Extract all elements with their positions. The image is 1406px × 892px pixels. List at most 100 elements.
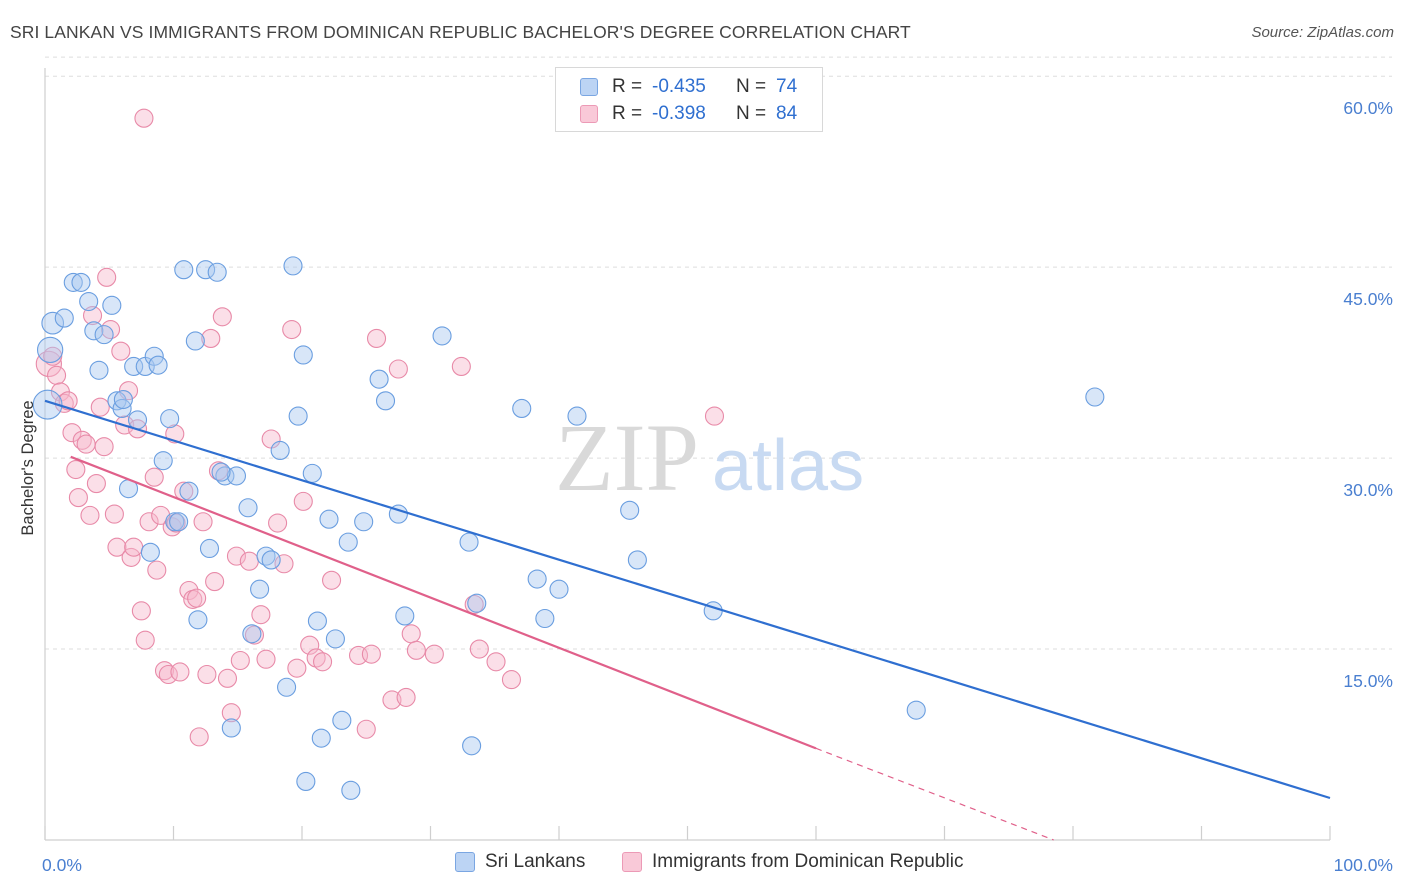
dominican-point <box>361 644 381 664</box>
dominican-point <box>131 601 151 621</box>
srilankan-point <box>94 325 114 345</box>
dominican-point <box>94 437 114 457</box>
dominican-point <box>111 341 131 361</box>
srilankan-point <box>256 546 276 566</box>
dominican-point <box>151 505 171 525</box>
legend-n-value: 74 <box>776 76 798 97</box>
dominican-point <box>239 551 259 571</box>
legend-n-label: N = <box>736 103 767 124</box>
srilankan-point <box>102 295 122 315</box>
legend-swatch-pink <box>580 105 598 123</box>
srilankan-point <box>63 272 83 292</box>
srilankan-point <box>467 593 487 613</box>
legend-item-srilankans[interactable]: Sri Lankans <box>455 851 585 873</box>
dominican-point <box>134 108 154 128</box>
dominican-point <box>47 365 67 385</box>
srilankan-point <box>215 466 235 486</box>
srilankan-point <box>41 311 65 335</box>
srilankan-point <box>627 550 647 570</box>
dominican-point <box>382 690 402 710</box>
srilankan-point <box>89 360 109 380</box>
watermark-atlas: atlas <box>712 426 864 506</box>
srilankan-point <box>148 355 168 375</box>
dominican-point <box>193 512 213 532</box>
srilankan-point <box>84 321 104 341</box>
srilankan-point <box>462 736 482 756</box>
srilankan-point <box>174 260 194 280</box>
legend-swatch-blue <box>455 852 475 872</box>
dominican-point <box>58 391 78 411</box>
dominican-point <box>97 267 117 287</box>
srilankan-point <box>307 611 327 631</box>
dominican-point <box>217 668 238 688</box>
dominican-point <box>226 546 247 566</box>
srilankan-point <box>549 579 569 599</box>
srilankan-point <box>277 677 297 697</box>
dominican-point <box>107 537 127 557</box>
srilankan-point <box>153 451 173 471</box>
srilankan-trend-line <box>44 399 1331 800</box>
dominican-point <box>401 624 421 644</box>
dominican-point <box>72 430 92 450</box>
srilankan-point <box>113 389 133 410</box>
dominican-point <box>396 687 416 707</box>
series-legend: Sri Lankans Immigrants from Dominican Re… <box>0 851 1406 879</box>
dominican-point <box>287 658 307 678</box>
dominican-point <box>406 640 426 660</box>
srilankan-point <box>527 569 547 589</box>
tick-labels: 15.0% 30.0% 45.0% 60.0% 0.0% 100.0% <box>42 98 1393 875</box>
dominican-point <box>274 554 294 574</box>
series-dominican-points <box>35 108 725 747</box>
srilankan-point <box>221 718 241 738</box>
dominican-point <box>212 307 232 327</box>
dominican-point <box>388 359 408 379</box>
srilankan-point <box>127 410 148 430</box>
dominican-point <box>68 488 88 508</box>
srilankan-point <box>270 440 290 461</box>
correlation-legend: R = -0.435 N = 74 R = -0.398 N = 84 <box>555 67 823 132</box>
dominican-point <box>135 630 155 650</box>
srilankan-point <box>211 462 231 482</box>
srilankan-point <box>36 336 64 364</box>
srilankan-point <box>185 331 205 351</box>
srilankan-point <box>296 771 316 791</box>
srilankan-point <box>188 610 208 630</box>
dominican-point <box>230 650 250 671</box>
dominican-point <box>197 664 217 685</box>
dominican-point <box>221 703 241 723</box>
dominican-point <box>144 467 164 487</box>
srilankan-point <box>325 629 345 649</box>
dominican-point <box>486 652 506 672</box>
legend-swatch-pink <box>622 852 642 872</box>
srilankan-point <box>459 532 479 552</box>
legend-row-srilankans: R = -0.435 N = 74 <box>580 73 797 101</box>
legend-row-dominican: R = -0.398 N = 84 <box>580 100 797 128</box>
dominican-point <box>104 504 124 524</box>
gridlines <box>45 56 1392 650</box>
legend-n-label: N = <box>736 76 767 97</box>
srilankan-point <box>71 272 91 292</box>
srilankan-point <box>375 391 396 411</box>
srilankan-point <box>124 356 144 376</box>
dominican-point <box>66 460 86 480</box>
dominican-point <box>80 505 100 525</box>
legend-item-dominican[interactable]: Immigrants from Dominican Republic <box>622 851 964 873</box>
dominican-point <box>451 356 471 376</box>
trend-lines <box>44 399 1331 841</box>
dominican-trend-line <box>70 455 817 750</box>
source-label: Source: ZipAtlas.com <box>1251 24 1394 41</box>
legend-label: Immigrants from Dominican Republic <box>652 851 964 872</box>
srilankan-point <box>535 608 555 629</box>
dominican-point <box>322 570 342 590</box>
legend-r-label: R = <box>612 76 643 97</box>
dominican-point <box>300 635 320 655</box>
dominican-point <box>100 319 121 340</box>
y-tick-label: 15.0% <box>1343 671 1393 691</box>
watermark: ZIP atlas <box>555 404 864 511</box>
srilankan-point <box>354 512 374 532</box>
srilankan-point <box>293 345 313 365</box>
dominican-point <box>366 328 387 348</box>
legend-r-value: -0.398 <box>652 103 706 124</box>
srilankan-point <box>199 538 220 559</box>
